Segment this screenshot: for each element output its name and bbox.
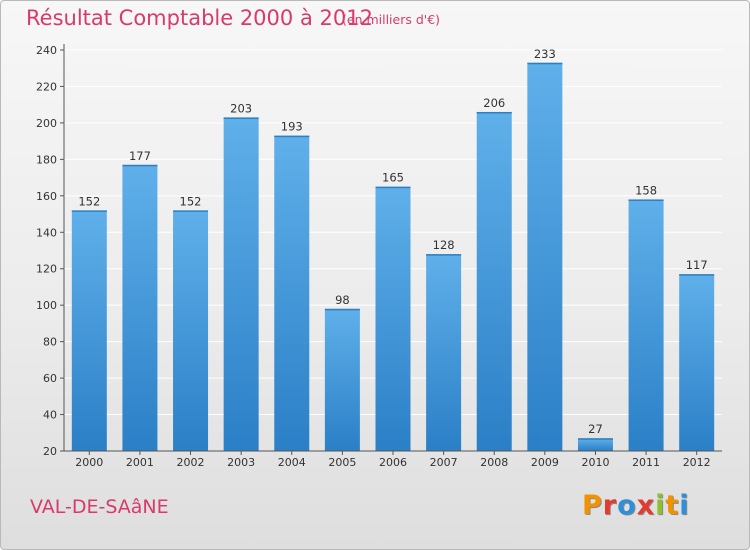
bar-top-edge bbox=[71, 210, 107, 212]
bar-top-edge bbox=[173, 210, 209, 212]
place-name: VAL-DE-SAâNE bbox=[30, 496, 169, 518]
bar bbox=[426, 254, 462, 451]
data-label: 193 bbox=[281, 120, 303, 134]
x-tick-label: 2011 bbox=[632, 456, 660, 469]
data-label: 233 bbox=[534, 47, 556, 61]
y-tick-label: 180 bbox=[36, 153, 57, 166]
data-label: 117 bbox=[686, 258, 708, 272]
chart-subtitle: (en milliers d'€) bbox=[342, 12, 441, 27]
y-tick-label: 220 bbox=[36, 80, 57, 93]
brand-letter: t bbox=[665, 490, 680, 521]
x-tick-label: 2003 bbox=[227, 456, 255, 469]
y-tick-label: 80 bbox=[43, 336, 57, 349]
bar bbox=[71, 210, 107, 451]
data-label: 152 bbox=[180, 194, 202, 208]
data-label: 152 bbox=[78, 194, 100, 208]
bar bbox=[324, 308, 360, 451]
y-tick-label: 120 bbox=[36, 263, 57, 276]
x-tick-label: 2008 bbox=[480, 456, 508, 469]
bar-top-edge bbox=[375, 186, 411, 189]
bar bbox=[577, 438, 613, 451]
bar-top-edge bbox=[527, 62, 563, 65]
x-tick-label: 2012 bbox=[683, 456, 711, 469]
brand-letter: P bbox=[582, 490, 603, 521]
y-tick-label: 240 bbox=[36, 44, 57, 57]
bar-top-edge bbox=[476, 111, 512, 114]
y-tick-label: 20 bbox=[43, 445, 57, 458]
brand-logo: Proxiti bbox=[582, 490, 690, 521]
bar-top-edge bbox=[628, 199, 664, 201]
y-tick-label: 40 bbox=[43, 409, 57, 422]
bar bbox=[223, 117, 259, 451]
bar bbox=[679, 274, 715, 451]
bar-top-edge bbox=[679, 274, 715, 276]
x-tick-label: 2002 bbox=[177, 456, 205, 469]
bar bbox=[628, 199, 664, 451]
y-tick-label: 160 bbox=[36, 190, 57, 203]
x-tick-label: 2007 bbox=[430, 456, 458, 469]
brand-letter: x bbox=[636, 490, 656, 521]
bar bbox=[527, 62, 563, 451]
brand-letter: i bbox=[655, 490, 666, 521]
bar-top-edge bbox=[426, 254, 462, 256]
data-label: 158 bbox=[635, 183, 657, 197]
y-tick-label: 100 bbox=[36, 299, 57, 312]
bar bbox=[476, 111, 512, 452]
data-label: 203 bbox=[230, 101, 252, 115]
data-label: 98 bbox=[335, 293, 350, 307]
y-tick-label: 60 bbox=[43, 372, 57, 385]
brand-letter: i bbox=[679, 490, 690, 521]
data-label: 27 bbox=[588, 422, 603, 436]
bar bbox=[375, 186, 411, 452]
x-tick-label: 2001 bbox=[126, 456, 154, 469]
x-tick-label: 2010 bbox=[581, 456, 609, 469]
bar bbox=[274, 135, 310, 451]
bar-top-edge bbox=[274, 135, 310, 138]
bar-top-edge bbox=[122, 164, 158, 167]
data-label: 206 bbox=[483, 96, 505, 110]
bar bbox=[173, 210, 209, 451]
bar-top-edge bbox=[324, 308, 360, 311]
brand-letter: o bbox=[617, 490, 637, 521]
x-tick-label: 2009 bbox=[531, 456, 559, 469]
brand-letter: r bbox=[602, 490, 618, 521]
chart-title: Résultat Comptable 2000 à 2012 bbox=[26, 6, 373, 30]
y-tick-label: 200 bbox=[36, 117, 57, 130]
bar-top-edge bbox=[223, 117, 259, 119]
data-label: 128 bbox=[433, 238, 455, 252]
y-tick-label: 140 bbox=[36, 226, 57, 239]
data-label: 177 bbox=[129, 149, 151, 163]
bar-top-edge bbox=[577, 438, 613, 440]
data-label: 165 bbox=[382, 171, 404, 185]
x-tick-label: 2006 bbox=[379, 456, 407, 469]
x-tick-label: 2005 bbox=[328, 456, 356, 469]
x-tick-label: 2000 bbox=[75, 456, 103, 469]
x-tick-label: 2004 bbox=[278, 456, 306, 469]
bar bbox=[122, 164, 158, 451]
